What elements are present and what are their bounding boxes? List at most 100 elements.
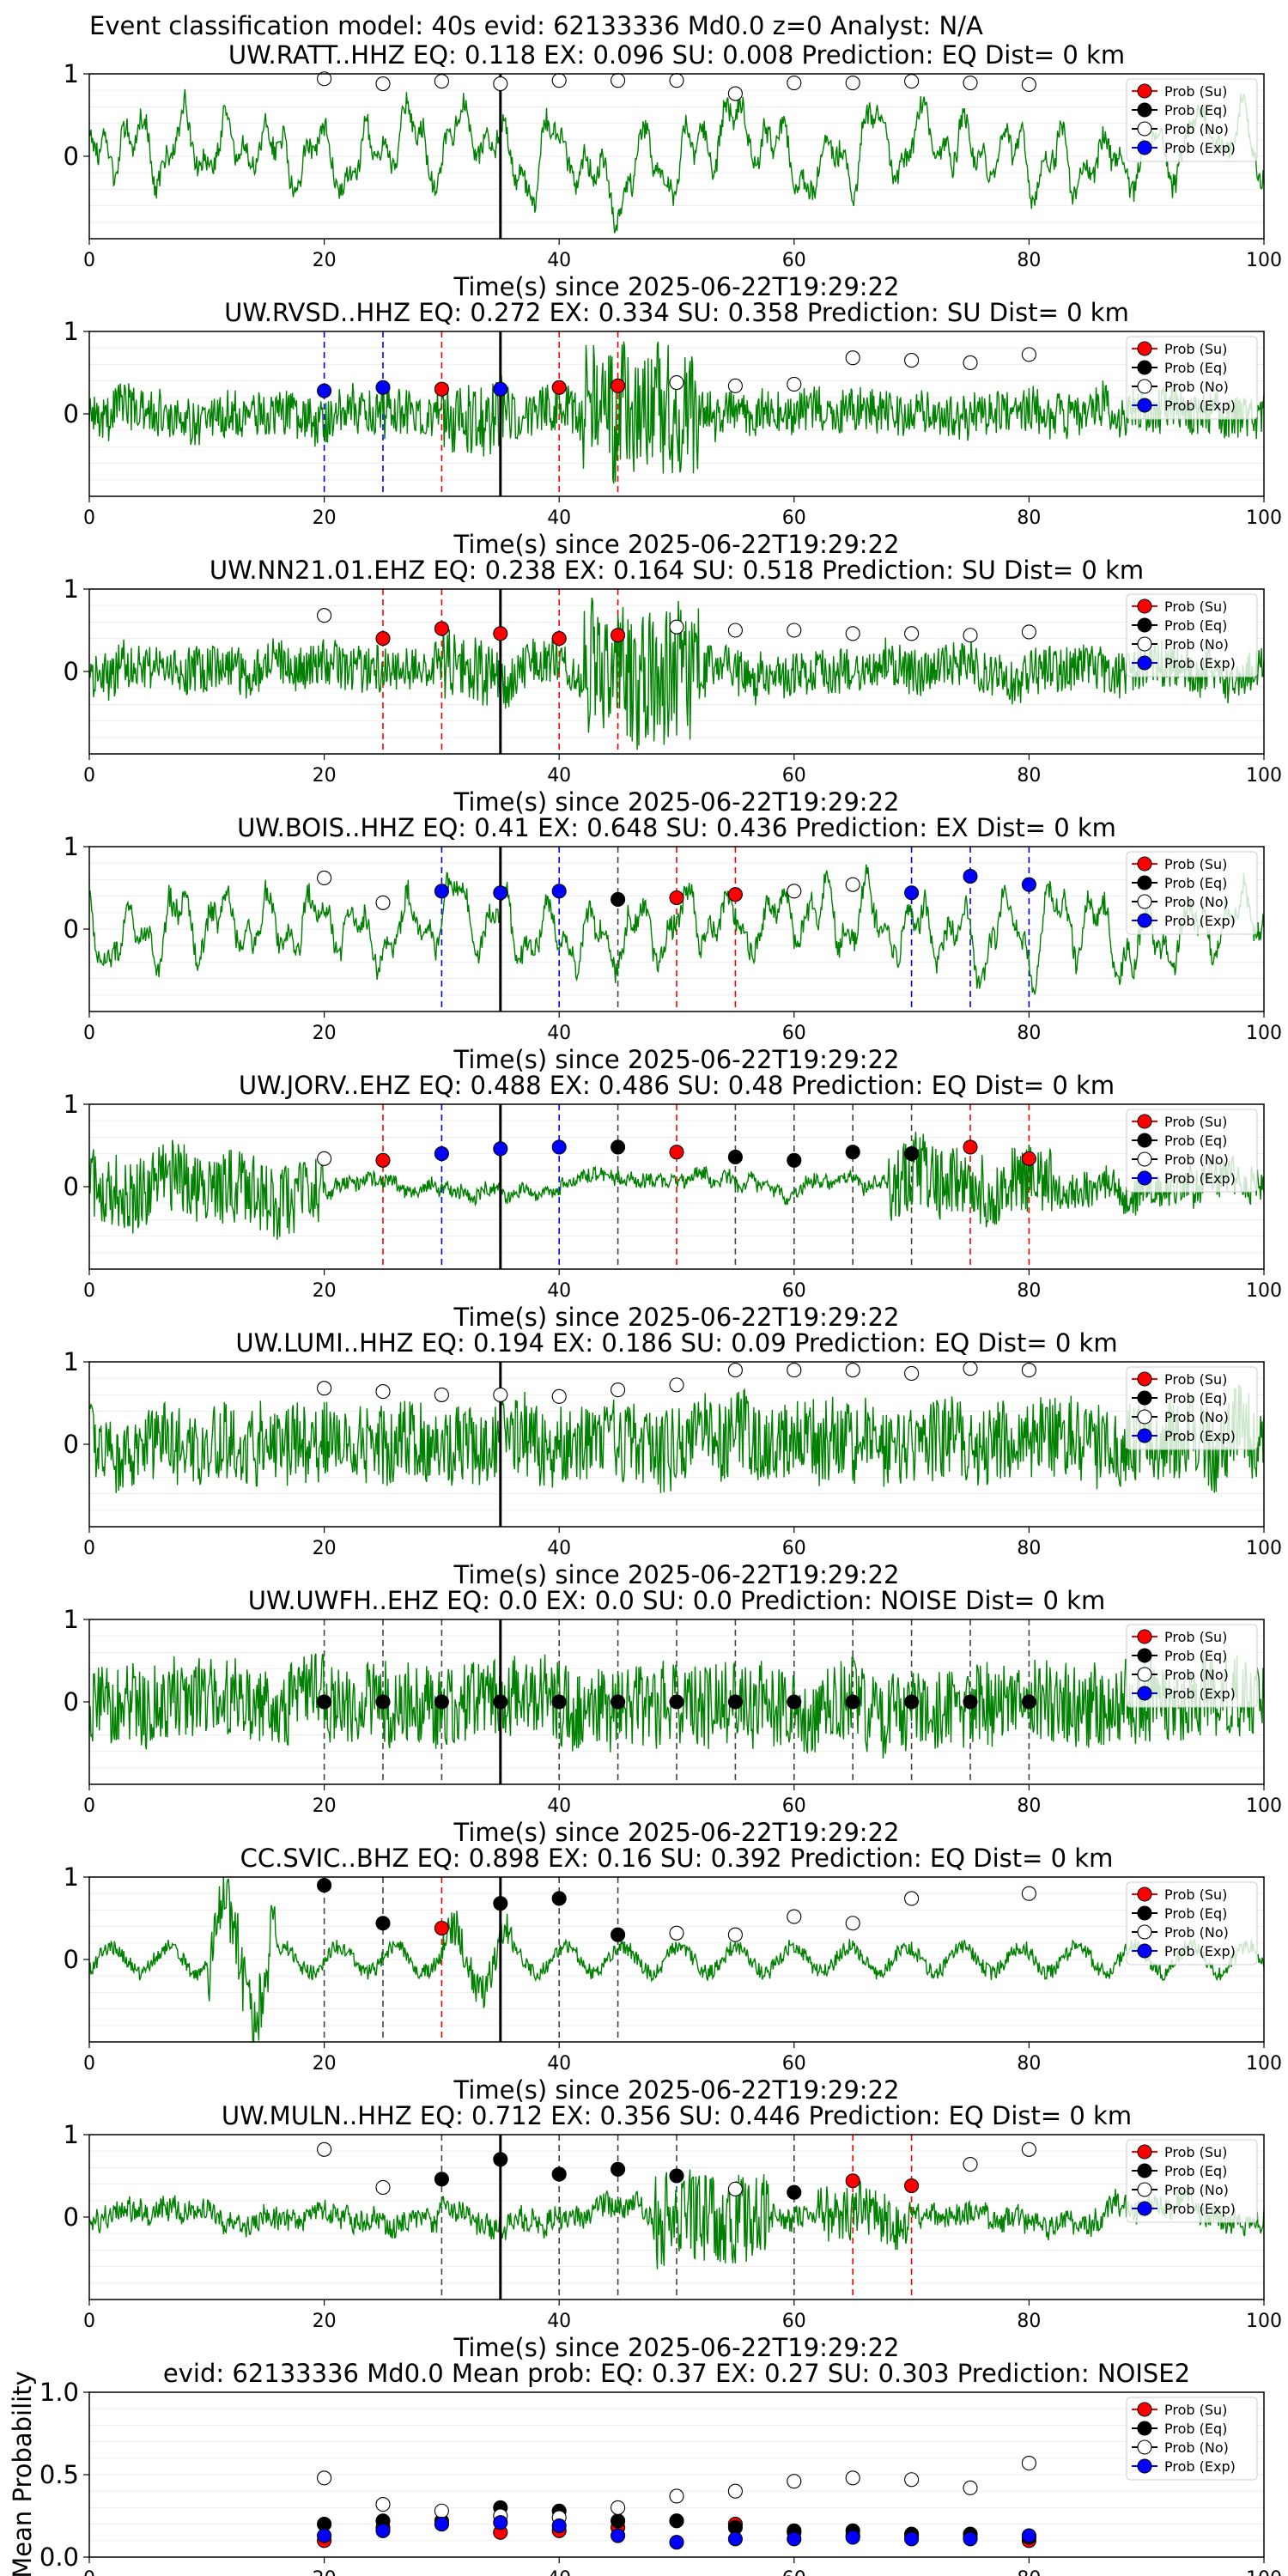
panel-5-marker-4 xyxy=(493,1141,508,1157)
panel-4-legend-label-no: Prob (No) xyxy=(1164,894,1229,910)
panel-10-xtick-label: 100 xyxy=(1246,2568,1282,2576)
panel-10-legend-box xyxy=(1126,2397,1258,2481)
panel-8-xtick-label: 0 xyxy=(83,2053,95,2075)
panel-3-marker-10 xyxy=(845,626,860,641)
panel-6-marker-13 xyxy=(1021,1363,1036,1378)
panel-10-point-no-1 xyxy=(317,2470,332,2486)
panel-5-xtick-label: 80 xyxy=(1017,1280,1041,1302)
panel-5-legend-label-exp: Prob (Exp) xyxy=(1164,1170,1236,1187)
panel-7-legend-label-no: Prob (No) xyxy=(1164,1667,1229,1683)
panel-6-marker-7 xyxy=(669,1377,684,1393)
panel-5-marker-5 xyxy=(551,1139,567,1155)
panel-3-legend-label-no: Prob (No) xyxy=(1164,636,1229,653)
panel-7-marker-13 xyxy=(1021,1694,1036,1710)
panel-4-legend-label-exp: Prob (Exp) xyxy=(1164,913,1236,929)
panel-1-marker-7 xyxy=(669,73,684,88)
panel-2-legend-marker-no xyxy=(1137,379,1152,394)
panel-1: UW.RATT..HHZ EQ: 0.118 EX: 0.096 SU: 0.0… xyxy=(64,40,1282,301)
panel-5-legend-label-su: Prob (Su) xyxy=(1164,1114,1227,1130)
panel-8-ytick-label: 1 xyxy=(64,1862,79,1892)
panel-7-marker-3 xyxy=(434,1694,449,1710)
panel-6-ytick-label: 0 xyxy=(64,1430,79,1459)
panel-6-xtick-label: 80 xyxy=(1017,1538,1041,1559)
panel-1-marker-3 xyxy=(434,74,449,89)
panel-5-xlabel: Time(s) since 2025-06-22T19:29:22 xyxy=(453,1303,900,1332)
panel-1-marker-12 xyxy=(963,76,978,91)
panel-10-point-exp-12 xyxy=(963,2531,978,2547)
panel-7-legend-label-exp: Prob (Exp) xyxy=(1164,1686,1236,1702)
panel-10-legend-label-eq: Prob (Eq) xyxy=(1164,2421,1227,2437)
panel-3-marker-5 xyxy=(551,631,567,647)
panel-6-xtick-label: 100 xyxy=(1246,1538,1282,1559)
panel-1-legend: Prob (Su) Prob (Eq) Prob (No) Prob (Exp) xyxy=(1126,78,1258,162)
panel-3-legend-marker-exp xyxy=(1137,655,1152,671)
panel-3-legend-label-eq: Prob (Eq) xyxy=(1164,617,1227,634)
panel-8-ytick-label: 0 xyxy=(64,1945,79,1974)
panel-4-marker-13 xyxy=(1021,877,1036,892)
panel-2-xlabel: Time(s) since 2025-06-22T19:29:22 xyxy=(453,530,900,559)
panel-5-legend-label-no: Prob (No) xyxy=(1164,1151,1229,1168)
panel-4-marker-9 xyxy=(787,884,802,899)
panel-8-trace xyxy=(88,1876,1265,2043)
panel-1-marker-4 xyxy=(493,76,508,92)
panel-1-xtick-label: 80 xyxy=(1017,250,1041,271)
panel-6-xtick-label: 0 xyxy=(83,1538,95,1559)
panel-2-xtick-label: 40 xyxy=(547,507,571,529)
panel-7-marker-10 xyxy=(845,1694,860,1710)
panel-9-trace xyxy=(88,2169,1265,2269)
panel-6-legend-box xyxy=(1126,1366,1258,1450)
panel-1-xlabel: Time(s) since 2025-06-22T19:29:22 xyxy=(453,272,900,301)
panel-1-legend-label-no: Prob (No) xyxy=(1164,121,1229,137)
panel-4-legend-label-eq: Prob (Eq) xyxy=(1164,875,1227,891)
panel-9-legend: Prob (Su) Prob (Eq) Prob (No) Prob (Exp) xyxy=(1126,2139,1258,2223)
panel-10-xtick-label: 40 xyxy=(547,2568,571,2576)
panel-7-title: UW.UWFH..EHZ EQ: 0.0 EX: 0.0 SU: 0.0 Pre… xyxy=(248,1586,1105,1615)
panel-8-xtick-label: 60 xyxy=(782,2053,806,2075)
panel-3-marker-6 xyxy=(611,628,626,643)
panel-10-point-exp-11 xyxy=(904,2531,920,2547)
panel-10-ytick-label: 1.0 xyxy=(39,2378,79,2407)
panel-3-marker-2 xyxy=(375,631,391,647)
panel-4-marker-6 xyxy=(611,891,626,907)
panel-2-marker-3 xyxy=(434,381,449,397)
panel-3-marker-13 xyxy=(1021,624,1036,640)
panel-2-legend-marker-exp xyxy=(1137,398,1152,413)
panel-3-marker-7 xyxy=(669,619,684,635)
panel-8-axes-frame xyxy=(88,1876,1265,2043)
panel-2-marker-13 xyxy=(1021,347,1036,362)
panel-4-xtick-label: 60 xyxy=(782,1023,806,1044)
panel-9-marker-8 xyxy=(727,2181,743,2196)
panel-6-xtick-label: 60 xyxy=(782,1538,806,1559)
panel-5-legend-box xyxy=(1126,1109,1258,1193)
panel-9-legend-label-eq: Prob (Eq) xyxy=(1164,2163,1227,2179)
panel-10-point-no-3 xyxy=(434,2503,449,2518)
panel-3-marker-4 xyxy=(493,626,508,641)
panel-5-legend-marker-exp xyxy=(1137,1170,1152,1186)
panel-7-legend-label-eq: Prob (Eq) xyxy=(1164,1648,1227,1664)
panel-6-xtick-label: 40 xyxy=(547,1538,571,1559)
panel-10-legend-label-exp: Prob (Exp) xyxy=(1164,2458,1236,2475)
panel-7-ytick-label: 1 xyxy=(64,1605,79,1634)
panel-8-legend-label-exp: Prob (Exp) xyxy=(1164,1943,1236,1959)
panel-8-legend-label-su: Prob (Su) xyxy=(1164,1886,1227,1903)
panel-1-xtick-label: 0 xyxy=(83,250,95,271)
panel-9-marker-12 xyxy=(963,2157,978,2172)
panel-9-legend-label-no: Prob (No) xyxy=(1164,2182,1229,2198)
panel-2-legend: Prob (Su) Prob (Eq) Prob (No) Prob (Exp) xyxy=(1126,336,1258,420)
panel-6-legend-marker-su xyxy=(1137,1371,1152,1387)
panel-4: UW.BOIS..HHZ EQ: 0.41 EX: 0.648 SU: 0.43… xyxy=(64,813,1282,1074)
panel-3-legend: Prob (Su) Prob (Eq) Prob (No) Prob (Exp) xyxy=(1126,593,1258,677)
panel-1-marker-8 xyxy=(727,86,743,101)
panel-8-legend: Prob (Su) Prob (Eq) Prob (No) Prob (Exp) xyxy=(1126,1881,1258,1965)
panel-10-xtick-label: 80 xyxy=(1017,2568,1041,2576)
panel-9-marker-1 xyxy=(317,2142,332,2157)
panel-5-marker-11 xyxy=(904,1146,920,1162)
panel-4-xtick-label: 80 xyxy=(1017,1023,1041,1044)
panel-9: UW.MULN..HHZ EQ: 0.712 EX: 0.356 SU: 0.4… xyxy=(64,2101,1282,2362)
panel-9-marker-13 xyxy=(1021,2142,1036,2157)
panel-8-marker-11 xyxy=(904,1891,920,1906)
panel-2-marker-2 xyxy=(375,380,391,395)
panel-3-xtick-label: 40 xyxy=(547,765,571,787)
panel-6-legend-marker-no xyxy=(1137,1409,1152,1425)
panel-10-point-no-7 xyxy=(669,2488,684,2504)
